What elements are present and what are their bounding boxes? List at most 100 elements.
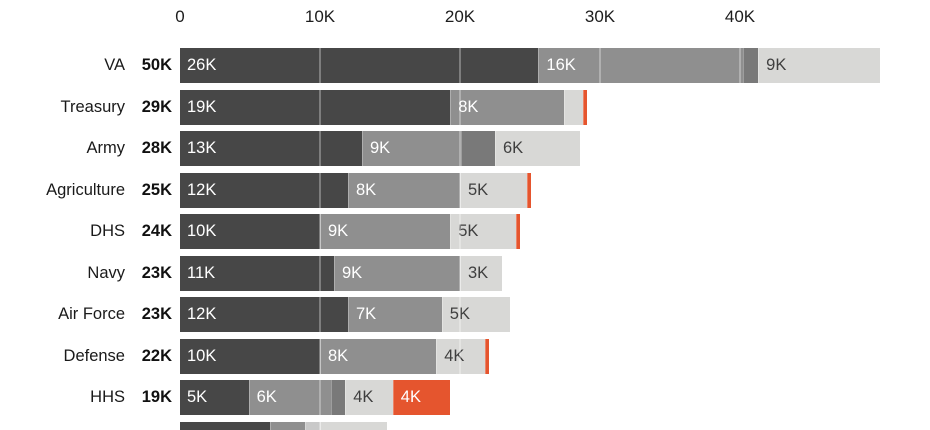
bar-segment-light: 4K (345, 380, 393, 415)
bar-segment-dark: 12K (180, 297, 348, 332)
department-name: Air Force (58, 305, 125, 323)
department-total: 23K (141, 263, 172, 282)
bar-segment-orange: 4K (392, 380, 451, 415)
bar-segment-light (319, 421, 388, 430)
department-total: 23K (141, 305, 172, 323)
segment-value-label: 9K (370, 139, 391, 157)
segment-value-label: 10K (187, 222, 217, 240)
bar-segment-orange (485, 338, 490, 374)
bar-segment-dark: 26K (180, 48, 539, 83)
bar-segment-light: 9K (758, 48, 880, 83)
bar-segment-light: 5K (460, 172, 528, 208)
bar-segment-medium: 9K (334, 255, 460, 291)
stacked-bar: 10K 8K 4K (180, 338, 490, 374)
x-axis-tick: 30K (584, 7, 616, 26)
segment-value-label: 10K (187, 346, 217, 365)
segment-value-label: 13K (187, 139, 217, 157)
bar-segment-light: 3K (460, 255, 502, 291)
department-total: 19K (141, 388, 172, 406)
department-name: Army (86, 139, 126, 157)
department-name: Defense (63, 346, 125, 365)
row-label: DHS 24K (0, 214, 172, 249)
department-total: 50K (141, 56, 172, 74)
segment-value-label: 9K (766, 56, 787, 74)
chart-row: HHS 19K 5K 6K 4K 4K (0, 380, 930, 415)
bar-segment-medium: 16K (538, 48, 743, 83)
bar-segment-dark: 5K (180, 380, 249, 415)
segment-value-label: 12K (187, 180, 217, 199)
department-name: DHS (90, 222, 125, 240)
bar-segment-orange (583, 89, 587, 125)
chart-row: DHS 24K 10K 9K 5K (0, 214, 930, 249)
segment-value-label: 7K (356, 305, 377, 323)
department-total: 28K (141, 139, 172, 157)
row-label (0, 422, 172, 430)
bar-segment-orange (527, 172, 532, 208)
bar-segment-light: 5K (450, 214, 516, 249)
bar-segment-dark: 12K (180, 172, 348, 208)
bar-segment-light: 4K (436, 338, 486, 374)
segment-value-label: 5K (468, 180, 489, 199)
bar-segment-dark_strip (742, 48, 759, 83)
row-label: VA 50K (0, 48, 172, 83)
bar-segment-medium: 9K (320, 214, 451, 249)
segment-value-label: 4K (444, 346, 465, 365)
x-axis-tick: 40K (724, 7, 756, 26)
segment-value-label: 6K (256, 388, 277, 406)
stacked-bar: 12K 8K 5K (180, 172, 532, 208)
bar-segment-medium: 6K (248, 380, 332, 415)
bar-segment-light: 6K (494, 131, 581, 166)
bar-segment-dark: 10K (180, 338, 320, 374)
bar-segment-medium: 9K (362, 131, 462, 166)
segment-value-label: 4K (353, 388, 374, 406)
bar-segment-light (563, 89, 584, 125)
stacked-bar: 26K 16K 9K (180, 48, 880, 83)
bar-segment-light_strip (304, 421, 320, 430)
chart-row: Air Force 23K 12K 7K 5K (0, 297, 930, 332)
department-total: 29K (141, 97, 172, 116)
segment-value-label: 8K (356, 180, 377, 199)
segment-value-label: 16K (546, 56, 576, 74)
bar-segment-dark: 13K (180, 131, 362, 166)
bar-segment-dark: 19K (180, 89, 451, 125)
segment-value-label: 4K (400, 388, 421, 406)
row-label: Army 28K (0, 131, 173, 166)
bar-segment-dark (180, 421, 270, 430)
segment-value-label: 6K (502, 139, 524, 157)
bar-segment-dark_strip (461, 131, 495, 166)
chart-row: VA 50K 26K 16K 9K (0, 48, 930, 83)
segment-value-label: 5K (449, 305, 470, 323)
x-axis-tick: 0 (175, 7, 185, 26)
department-name: VA (104, 56, 125, 74)
department-total: 22K (141, 346, 172, 365)
bar-segment-dark: 10K (180, 214, 320, 249)
segment-value-label: 12K (187, 305, 217, 323)
department-name: Agriculture (46, 180, 125, 199)
row-label: Treasury 29K (0, 90, 173, 125)
stacked-bar: 5K 6K 4K 4K (180, 380, 451, 415)
bar-segment-medium: 7K (348, 297, 442, 332)
bar-segment-medium (269, 421, 305, 430)
bar-segment-orange (515, 214, 521, 249)
segment-value-label: 5K (187, 388, 208, 406)
department-total: 24K (141, 222, 172, 240)
stacked-bar: 12K 7K 5K (180, 297, 511, 332)
segment-value-label: 3K (468, 263, 489, 282)
segment-value-label: 9K (342, 263, 363, 282)
x-axis-tick: 10K (304, 7, 336, 26)
chart-row: Army 28K 13K 9K 6K (0, 131, 930, 166)
bar-segment-dark_strip (331, 380, 346, 415)
segment-value-label: 9K (328, 222, 349, 240)
stacked-bar: 11K 9K 3K (180, 255, 502, 291)
segment-value-label: 8K (458, 97, 479, 116)
chart-row: Agriculture 25K 12K 8K 5K (0, 172, 930, 208)
chart-row: Navy 23K 11K 9K 3K (0, 255, 930, 291)
stacked-bar: 19K 8K (180, 89, 587, 125)
row-label: Agriculture 25K (0, 173, 172, 208)
segment-value-label: 11K (187, 263, 216, 282)
segment-value-label: 19K (187, 97, 217, 116)
segment-value-label: 26K (187, 56, 217, 74)
x-axis-tick: 20K (444, 7, 476, 26)
bar-segment-medium: 8K (348, 172, 460, 208)
